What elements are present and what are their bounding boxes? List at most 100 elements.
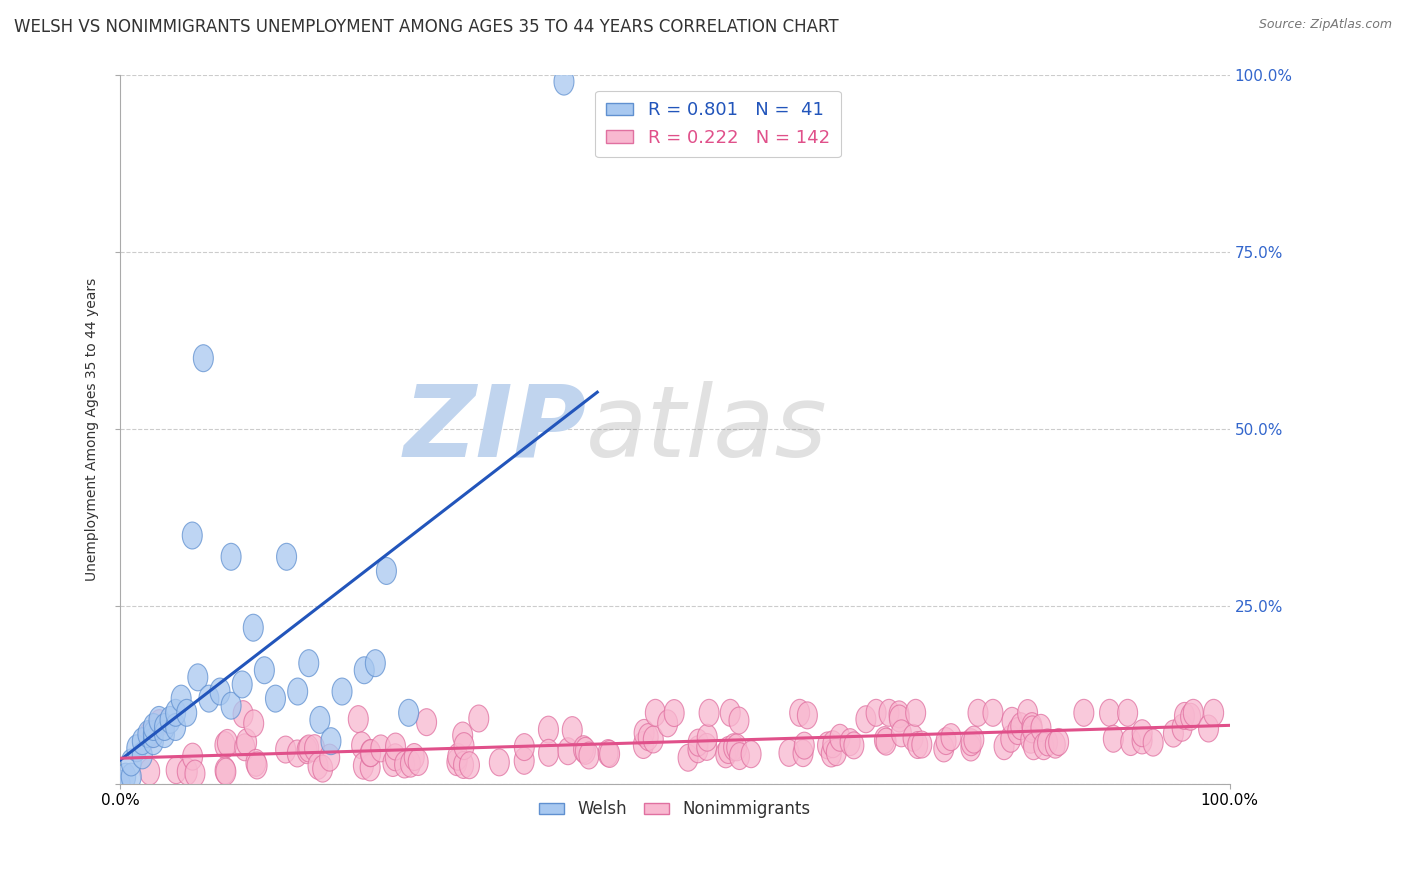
Ellipse shape (779, 739, 799, 766)
Ellipse shape (115, 764, 135, 790)
Ellipse shape (1024, 732, 1043, 760)
Ellipse shape (160, 706, 180, 733)
Ellipse shape (579, 742, 599, 769)
Ellipse shape (408, 748, 429, 775)
Ellipse shape (183, 743, 202, 770)
Ellipse shape (247, 752, 267, 779)
Ellipse shape (1033, 732, 1053, 760)
Ellipse shape (299, 649, 319, 677)
Ellipse shape (720, 699, 741, 726)
Ellipse shape (371, 735, 391, 762)
Ellipse shape (233, 700, 253, 728)
Ellipse shape (830, 724, 849, 751)
Ellipse shape (236, 729, 256, 756)
Ellipse shape (1204, 699, 1223, 726)
Ellipse shape (209, 678, 231, 705)
Ellipse shape (876, 728, 896, 756)
Ellipse shape (699, 699, 718, 726)
Ellipse shape (1011, 713, 1031, 739)
Ellipse shape (405, 744, 425, 771)
Ellipse shape (489, 749, 509, 776)
Ellipse shape (319, 744, 340, 771)
Ellipse shape (177, 699, 197, 726)
Ellipse shape (697, 733, 717, 760)
Ellipse shape (254, 657, 274, 684)
Ellipse shape (821, 740, 841, 767)
Ellipse shape (1184, 699, 1204, 726)
Ellipse shape (688, 729, 709, 756)
Ellipse shape (395, 751, 415, 778)
Ellipse shape (1031, 714, 1050, 741)
Ellipse shape (678, 744, 699, 772)
Ellipse shape (309, 706, 330, 733)
Ellipse shape (599, 740, 620, 767)
Ellipse shape (360, 739, 381, 766)
Ellipse shape (143, 728, 163, 755)
Ellipse shape (1018, 699, 1038, 726)
Text: atlas: atlas (586, 381, 828, 477)
Text: ZIP: ZIP (404, 381, 586, 477)
Ellipse shape (308, 752, 328, 780)
Ellipse shape (879, 699, 898, 726)
Ellipse shape (574, 736, 593, 763)
Ellipse shape (243, 615, 263, 641)
Text: Source: ZipAtlas.com: Source: ZipAtlas.com (1258, 18, 1392, 31)
Ellipse shape (454, 751, 474, 779)
Ellipse shape (633, 731, 654, 758)
Ellipse shape (332, 678, 352, 705)
Ellipse shape (321, 728, 340, 755)
Ellipse shape (287, 740, 308, 767)
Ellipse shape (538, 739, 558, 766)
Ellipse shape (793, 739, 813, 766)
Ellipse shape (634, 720, 654, 747)
Ellipse shape (399, 699, 419, 726)
Ellipse shape (515, 747, 534, 774)
Ellipse shape (658, 710, 678, 737)
Ellipse shape (132, 742, 152, 769)
Ellipse shape (352, 732, 371, 759)
Ellipse shape (221, 692, 240, 719)
Ellipse shape (416, 709, 436, 736)
Ellipse shape (538, 716, 558, 743)
Ellipse shape (554, 68, 574, 95)
Ellipse shape (688, 736, 709, 763)
Ellipse shape (353, 752, 374, 779)
Ellipse shape (360, 754, 380, 780)
Ellipse shape (139, 758, 160, 785)
Ellipse shape (1049, 729, 1069, 756)
Ellipse shape (1173, 714, 1192, 741)
Ellipse shape (454, 732, 474, 760)
Ellipse shape (1132, 727, 1152, 754)
Ellipse shape (741, 740, 761, 768)
Ellipse shape (1181, 703, 1201, 731)
Ellipse shape (155, 714, 174, 740)
Ellipse shape (905, 699, 925, 726)
Ellipse shape (217, 758, 236, 785)
Ellipse shape (155, 721, 174, 747)
Ellipse shape (232, 671, 252, 698)
Ellipse shape (1143, 729, 1163, 756)
Ellipse shape (575, 738, 595, 764)
Ellipse shape (468, 705, 489, 732)
Ellipse shape (121, 749, 141, 776)
Ellipse shape (644, 726, 664, 753)
Ellipse shape (110, 771, 131, 797)
Ellipse shape (1008, 717, 1028, 745)
Ellipse shape (891, 720, 911, 747)
Ellipse shape (724, 734, 744, 761)
Ellipse shape (235, 734, 254, 761)
Ellipse shape (664, 699, 685, 727)
Ellipse shape (447, 748, 467, 776)
Ellipse shape (361, 739, 381, 766)
Ellipse shape (288, 678, 308, 705)
Ellipse shape (934, 735, 953, 762)
Ellipse shape (823, 731, 842, 757)
Ellipse shape (1104, 725, 1123, 752)
Ellipse shape (1038, 729, 1057, 756)
Ellipse shape (697, 724, 717, 751)
Ellipse shape (856, 706, 876, 732)
Ellipse shape (243, 710, 264, 737)
Ellipse shape (790, 699, 810, 726)
Ellipse shape (385, 744, 405, 771)
Ellipse shape (875, 727, 894, 754)
